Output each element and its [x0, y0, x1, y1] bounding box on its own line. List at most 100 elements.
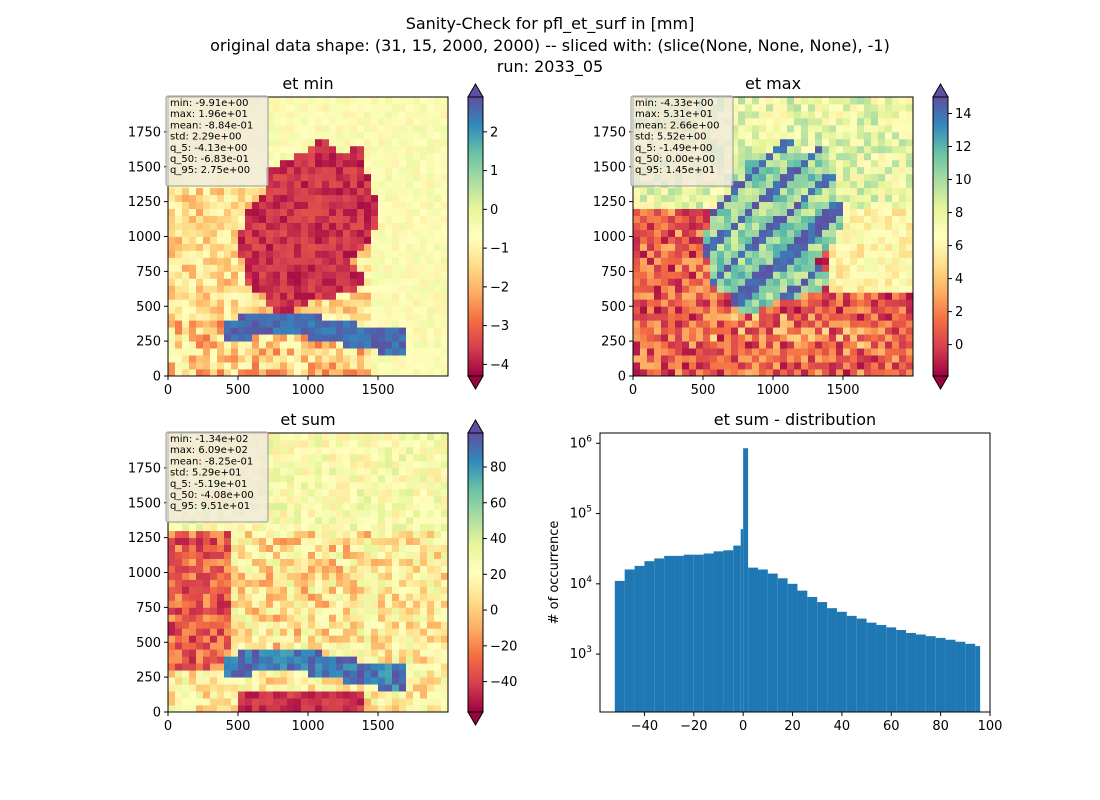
heatmap-cell: [210, 320, 218, 328]
heatmap-cell: [427, 558, 435, 566]
heatmap-cell: [427, 278, 435, 286]
heatmap-cell: [364, 348, 372, 356]
heatmap-cell: [441, 530, 449, 539]
heatmap-cell: [392, 628, 400, 636]
heatmap-cell: [273, 516, 281, 525]
heatmap-cell: [259, 565, 267, 573]
heatmap-cell: [378, 663, 386, 671]
heatmap-cell: [210, 327, 218, 335]
heatmap-cell: [829, 97, 837, 105]
heatmap-cell: [329, 145, 337, 154]
heatmap-cell: [364, 320, 372, 328]
heatmap-cell: [759, 355, 767, 363]
heatmap-cell: [829, 138, 837, 147]
heatmap-cell: [738, 299, 746, 307]
heatmap-cell: [266, 488, 274, 497]
heatmap-cell: [217, 649, 225, 657]
heatmap-cell: [266, 250, 274, 258]
heatmap-cell: [773, 355, 781, 363]
heatmap-cell: [343, 474, 351, 483]
heatmap-cell: [364, 110, 372, 119]
heatmap-cell: [731, 201, 739, 210]
heatmap-cell: [871, 292, 879, 300]
heatmap-cell: [238, 292, 246, 300]
heatmap-cell: [378, 278, 386, 286]
heatmap-cell: [420, 460, 428, 469]
heatmap-cell: [836, 201, 844, 210]
heatmap-cell: [773, 208, 781, 216]
heatmap-cell: [385, 348, 393, 356]
heatmap-cell: [780, 208, 788, 216]
axes-title: et max: [745, 74, 801, 93]
heatmap-cell: [441, 572, 449, 580]
heatmap-cell: [294, 502, 302, 511]
heatmap-cell: [822, 173, 830, 182]
heatmap-cell: [406, 313, 414, 321]
heatmap-cell: [231, 607, 239, 615]
colorbar-tick-label: 4: [955, 272, 963, 287]
heatmap-cell: [738, 229, 746, 237]
heatmap-cell: [441, 292, 449, 300]
heatmap-cell: [413, 579, 421, 587]
heatmap-cell: [392, 341, 400, 349]
heatmap-cell: [633, 327, 641, 335]
heatmap-cell: [315, 705, 323, 713]
heatmap-cell: [885, 138, 893, 147]
heatmap-cell: [217, 628, 225, 636]
heatmap-cell: [871, 362, 879, 370]
heatmap-cell: [906, 257, 914, 265]
heatmap-cell: [857, 97, 865, 105]
heatmap-cell: [175, 201, 183, 210]
heatmap-cell: [864, 97, 872, 105]
heatmap-cell: [413, 264, 421, 272]
heatmap-cell: [280, 341, 288, 349]
heatmap-cell: [427, 110, 435, 119]
heatmap-cell: [864, 313, 872, 321]
heatmap-cell: [420, 341, 428, 349]
heatmap-cell: [385, 173, 393, 182]
heatmap-cell: [196, 579, 204, 587]
heatmap-cell: [252, 663, 260, 671]
heatmap-cell: [392, 110, 400, 119]
heatmap-cell: [857, 334, 865, 342]
heatmap-cell: [794, 355, 802, 363]
heatmap-cell: [808, 208, 816, 216]
heatmap-cell: [385, 628, 393, 636]
heatmap-cell: [385, 166, 393, 175]
heatmap-cell: [294, 509, 302, 518]
heatmap-cell: [217, 278, 225, 286]
heatmap-cell: [336, 145, 344, 154]
heatmap-cell: [703, 243, 711, 251]
heatmap-cell: [210, 194, 218, 203]
x-tick-label: 1000: [291, 383, 324, 398]
heatmap-cell: [864, 292, 872, 300]
heatmap-cell: [780, 278, 788, 286]
heatmap-cell: [182, 593, 190, 601]
heatmap-cell: [322, 348, 330, 356]
heatmap-cell: [406, 628, 414, 636]
heatmap-cell: [717, 257, 725, 265]
heatmap-cell: [752, 285, 760, 293]
heatmap-cell: [280, 131, 288, 140]
heatmap-cell: [871, 341, 879, 349]
heatmap-cell: [273, 460, 281, 469]
heatmap-cell: [801, 110, 809, 119]
heatmap-cell: [245, 635, 253, 643]
heatmap-cell: [822, 215, 830, 223]
heatmap-cell: [350, 537, 358, 546]
x-tick-label: 1500: [361, 383, 394, 398]
heatmap-cell: [724, 201, 732, 210]
heatmap-cell: [738, 152, 746, 161]
heatmap-cell: [738, 110, 746, 119]
heatmap-cell: [196, 698, 204, 706]
heatmap-cell: [864, 285, 872, 293]
heatmap-cell: [322, 433, 330, 441]
heatmap-cell: [273, 145, 281, 154]
heatmap-cell: [871, 215, 879, 223]
heatmap-cell: [752, 334, 760, 342]
heatmap-cell: [189, 572, 197, 580]
heatmap-cell: [399, 635, 407, 643]
heatmap-cell: [301, 271, 309, 279]
heatmap-cell: [378, 433, 386, 441]
heatmap-cell: [794, 306, 802, 314]
